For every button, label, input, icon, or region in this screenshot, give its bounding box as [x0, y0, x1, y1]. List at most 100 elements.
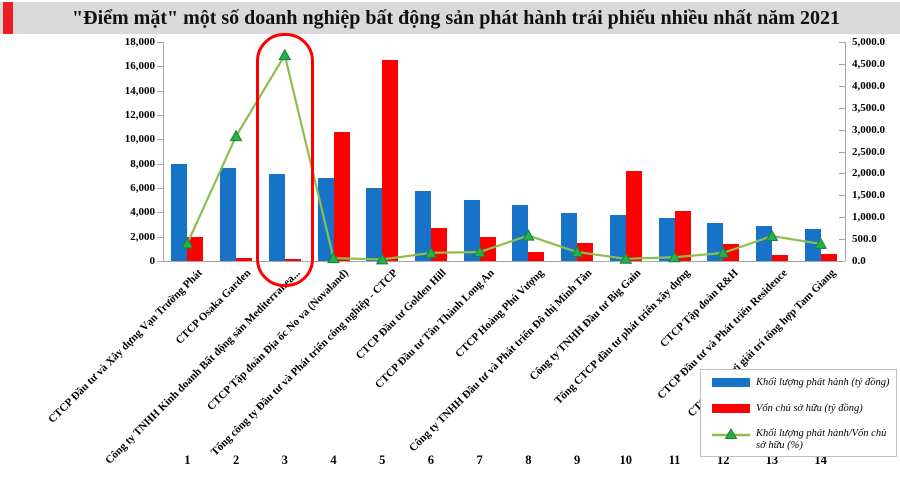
issuance-bar: [463, 200, 480, 261]
ratio-line-swatch-icon: [712, 428, 750, 439]
category-number: 5: [379, 453, 386, 467]
legend-label-equity: Vốn chủ sở hữu (tỷ đồng): [756, 402, 863, 414]
issuance-bar: [171, 163, 188, 261]
equity-bar-swatch-icon: [712, 403, 750, 413]
left-axis-tick-label: 0: [149, 255, 156, 267]
right-axis-tick: [839, 217, 845, 219]
left-axis-line: [163, 42, 164, 261]
left-axis-tick-label: 6,000: [130, 182, 155, 194]
category-number: 1: [184, 453, 191, 467]
issuance-bar: [512, 205, 529, 261]
issuance-bar: [317, 177, 334, 261]
right-axis-tick: [839, 195, 845, 197]
right-axis-tick-label: 1,000.0: [852, 211, 885, 224]
equity-bar: [723, 243, 740, 261]
left-axis-tick: [157, 42, 163, 43]
issuance-bar: [366, 188, 383, 261]
right-axis-tick: [839, 107, 845, 109]
left-axis-tick: [157, 261, 163, 262]
issuance-bar: [755, 225, 772, 261]
equity-bar: [479, 237, 496, 261]
issuance-bar: [220, 167, 237, 261]
left-axis-tick-label: 8,000: [130, 157, 155, 170]
right-axis-tick-label: 500.0: [852, 233, 877, 246]
highlight-outline: [255, 33, 314, 287]
equity-bar: [771, 255, 788, 261]
left-axis-tick: [157, 236, 163, 238]
issuance-bar: [707, 222, 724, 261]
issuance-bar: [609, 214, 626, 261]
right-axis-tick: [839, 261, 845, 262]
category-label: CTCP Hoàng Phú Vượng: [452, 267, 546, 361]
right-axis-tick-label: 5,000.0: [852, 36, 885, 48]
left-axis-tick: [157, 188, 163, 189]
category-number: 9: [573, 453, 581, 467]
left-axis-tick-label: 16,000: [124, 60, 155, 73]
issuance-bar: [658, 218, 675, 261]
right-axis-tick-label: 4,000.0: [852, 79, 885, 92]
left-axis-tick: [157, 90, 163, 92]
right-axis-tick-label: 0.0: [852, 255, 866, 267]
equity-bar: [382, 60, 399, 261]
equity-bar: [528, 251, 545, 261]
legend: Khối lượng phát hành (tỷ đồng) Vốn chủ s…: [700, 369, 897, 457]
left-axis-tick: [157, 212, 163, 214]
category-label: Tổng công ty Đầu tư và Phát triển công n…: [208, 267, 400, 459]
category-number: 2: [232, 453, 240, 467]
right-axis-tick-label: 2,500.0: [852, 145, 885, 158]
category-label: Công ty TNHH Kinh doanh Bất động sản Med…: [102, 267, 303, 467]
right-axis-tick-label: 3,500.0: [852, 101, 885, 114]
left-axis-tick: [157, 66, 163, 68]
left-axis-tick-label: 2,000: [130, 230, 155, 243]
right-axis-tick-label: 4,500.0: [852, 57, 885, 70]
legend-label-issuance: Khối lượng phát hành (tỷ đồng): [756, 377, 890, 388]
category-number: 11: [668, 453, 681, 467]
category-number: 10: [619, 453, 633, 467]
category-number: 6: [427, 453, 435, 467]
legend-label-ratio: Khối lượng phát hành/Vốn chủ sở hữu (%): [756, 428, 887, 451]
left-axis-tick: [157, 163, 163, 165]
left-axis-tick-label: 18,000: [124, 36, 155, 48]
category-number: 8: [525, 453, 532, 467]
issuance-bar: [561, 212, 578, 261]
category-label: Công ty TNHH Đầu tư và Phát triển Đô thị…: [407, 267, 595, 455]
x-axis-line: [163, 261, 845, 262]
right-axis-tick: [839, 85, 845, 87]
right-axis-tick: [839, 129, 845, 131]
right-axis-tick-label: 2,000.0: [852, 167, 885, 180]
issuance-bar: [804, 228, 821, 261]
right-axis-tick: [839, 63, 845, 65]
right-axis-tick: [839, 151, 845, 153]
equity-bar: [577, 242, 594, 261]
category-label: CTCP Đầu tư Golden Hill: [353, 267, 449, 362]
issuance-bar: [414, 191, 431, 261]
legend-item-ratio: Khối lượng phát hành/Vốn chủ sở hữu (%): [712, 428, 891, 452]
legend-item-equity: Vốn chủ sở hữu (tỷ đồng): [712, 403, 891, 415]
legend-item-issuance: Khối lượng phát hành (tỷ đồng): [712, 377, 891, 389]
right-axis-tick: [839, 173, 845, 175]
category-number: 7: [476, 453, 483, 467]
equity-bar: [333, 132, 350, 261]
title-bar: [0, 2, 900, 34]
right-axis-tick: [839, 42, 845, 43]
equity-bar: [674, 211, 691, 261]
title-accent-bar: [3, 2, 13, 34]
right-axis-tick-label: 1,500.0: [852, 189, 885, 202]
right-axis-line: [845, 42, 846, 261]
left-axis-tick-label: 4,000: [130, 206, 155, 219]
equity-bar: [430, 228, 447, 261]
category-number: 4: [330, 453, 337, 467]
equity-bar: [187, 237, 204, 261]
left-axis-tick: [157, 115, 163, 116]
chart-title: "Điểm mặt" một số doanh nghiệp bất động …: [72, 7, 840, 29]
category-number: 3: [281, 453, 288, 467]
equity-bar: [236, 257, 253, 261]
right-axis-tick: [839, 239, 845, 241]
left-axis-tick-label: 10,000: [124, 133, 155, 146]
left-axis-tick: [157, 139, 163, 141]
equity-bar: [625, 170, 642, 261]
right-axis-tick-label: 3,000.0: [852, 123, 885, 136]
equity-bar: [820, 254, 837, 261]
issuance-bar-swatch-icon: [712, 378, 750, 387]
